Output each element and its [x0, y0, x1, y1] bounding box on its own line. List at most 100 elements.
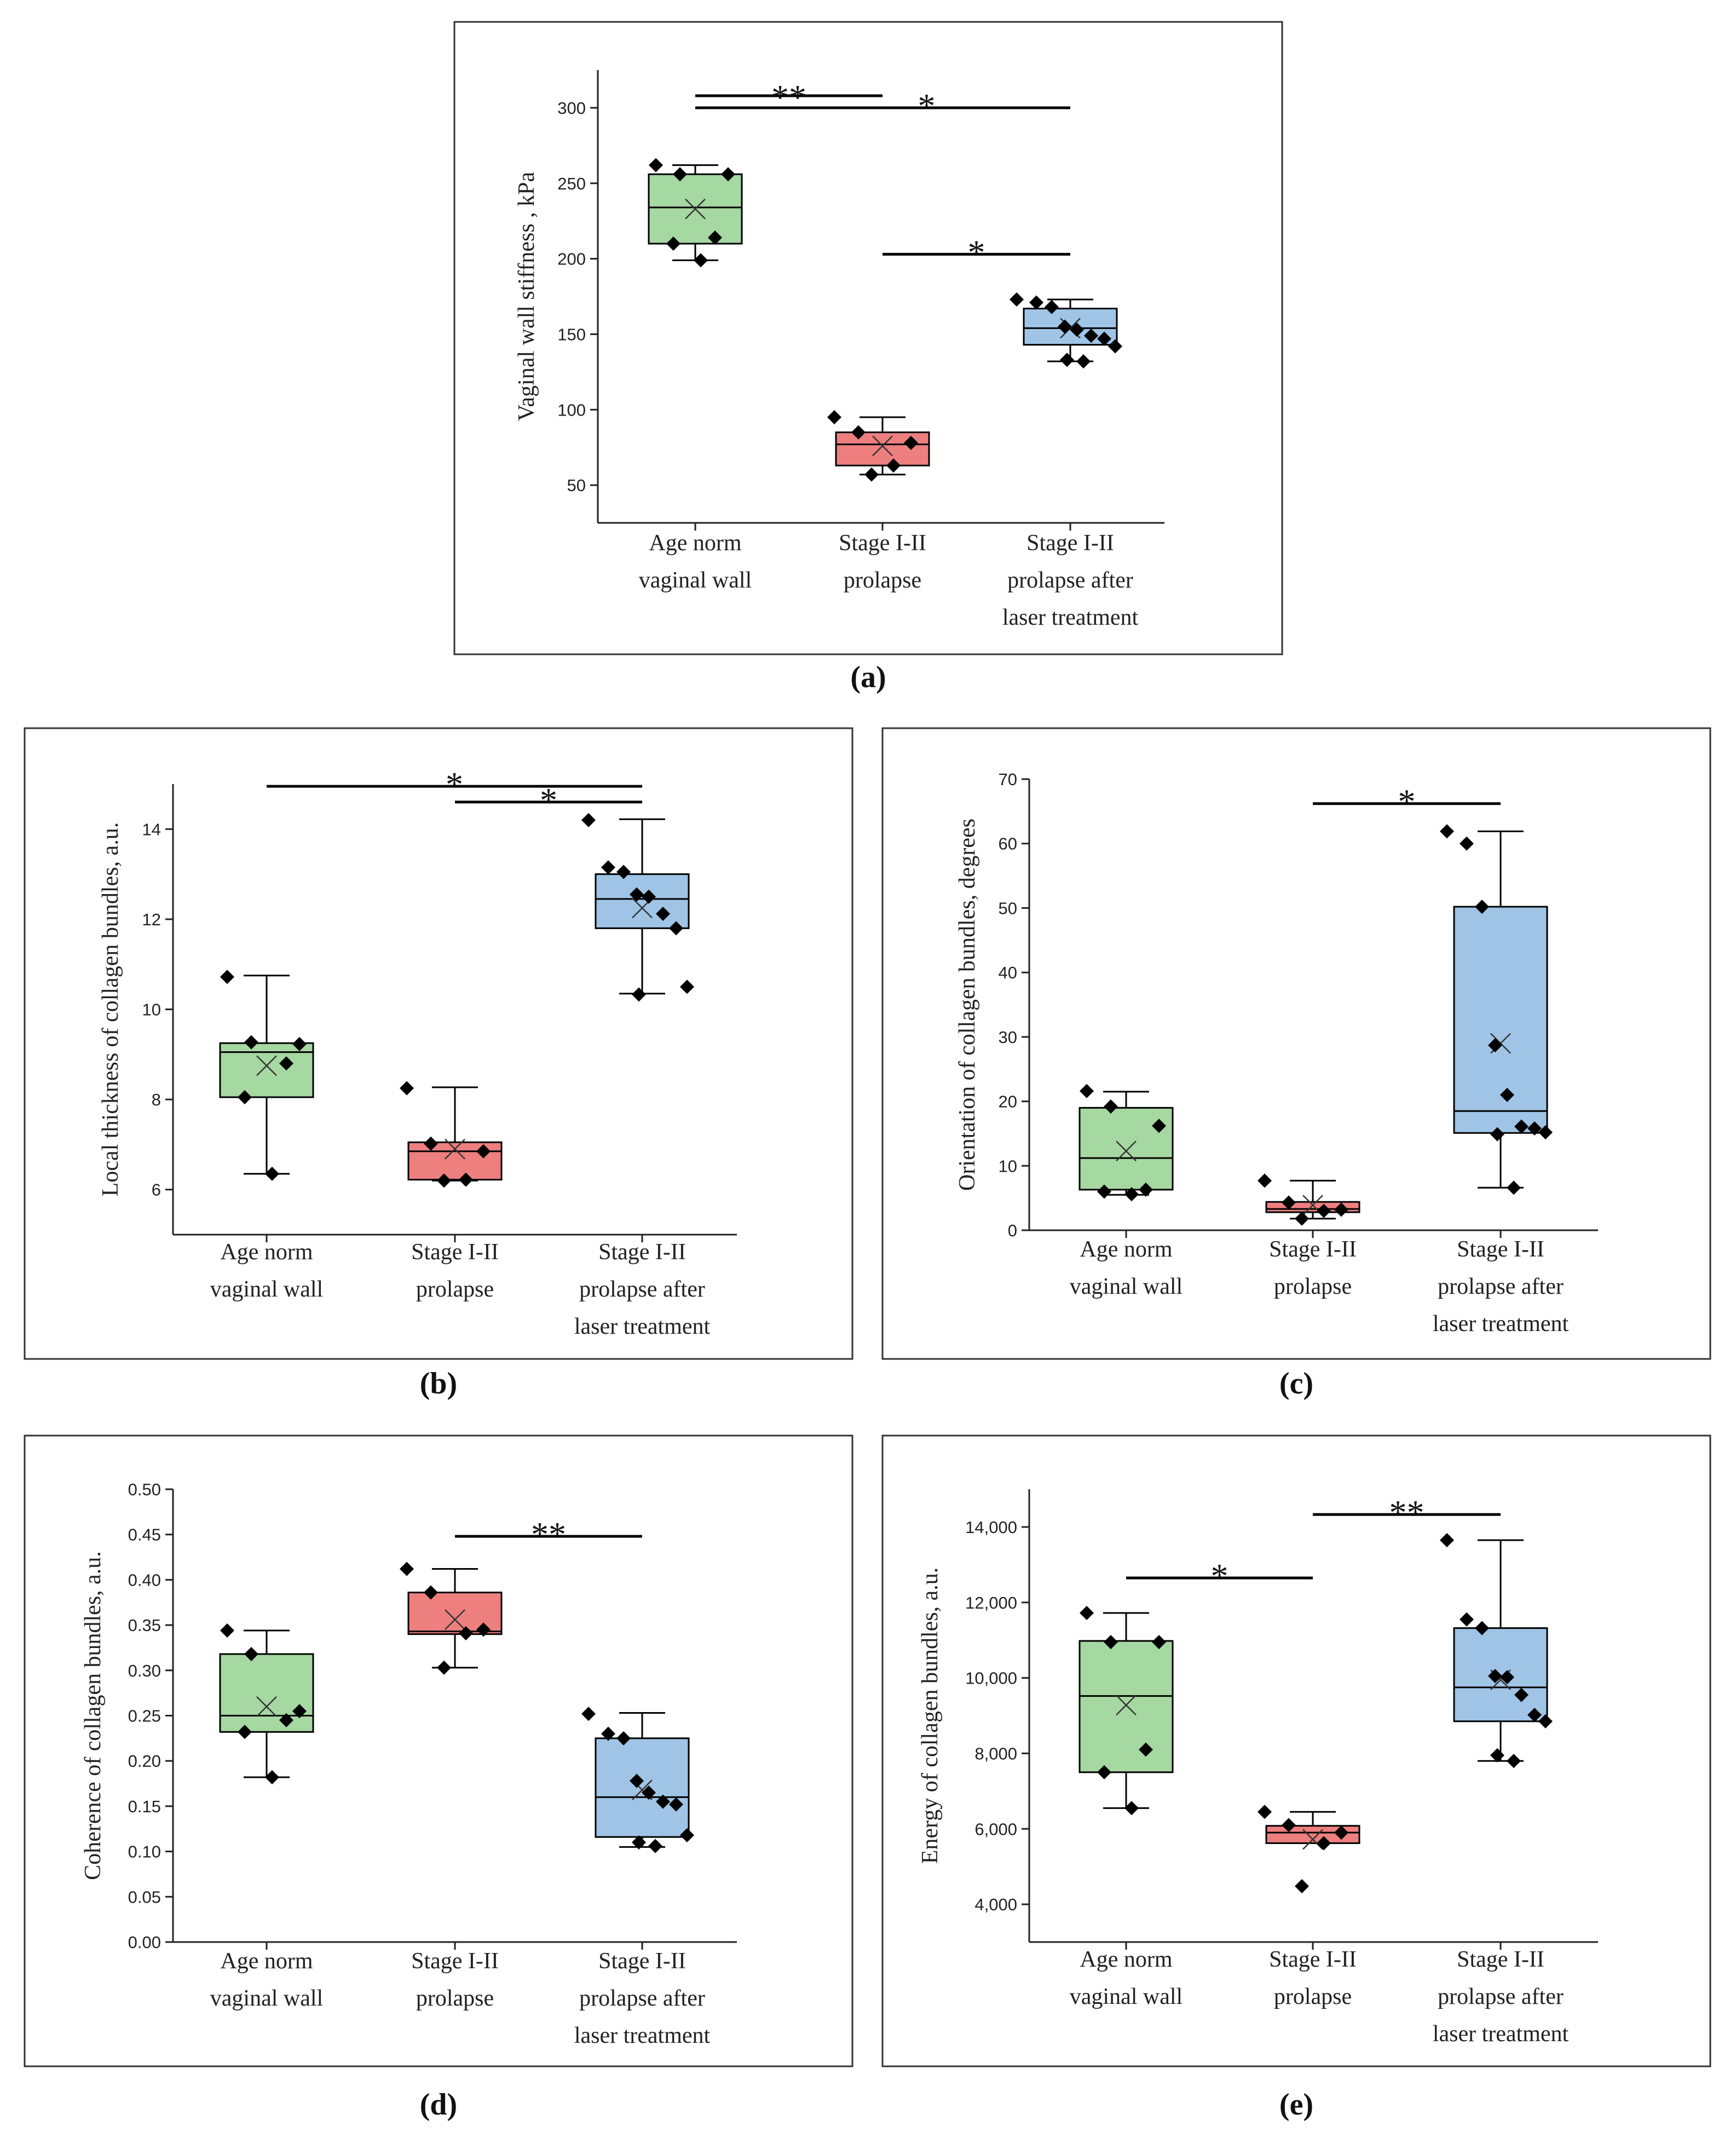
data-point	[632, 987, 646, 1002]
x-tick-label: Age norm	[649, 531, 741, 556]
x-tick-label: Stage I-II	[1026, 531, 1114, 556]
data-point	[851, 425, 866, 440]
data-point	[1108, 339, 1122, 354]
panel-frame	[881, 1434, 1711, 2067]
x-tick-label: Age norm	[220, 1240, 313, 1265]
y-tick-label: 0.20	[128, 1752, 161, 1771]
data-point	[1080, 1606, 1094, 1621]
x-tick-label: prolapse	[416, 1986, 494, 2011]
data-point	[630, 887, 644, 902]
y-tick-label: 0.10	[128, 1842, 161, 1862]
data-point	[459, 1626, 473, 1640]
y-tick-label: 100	[557, 400, 586, 419]
box-iqr	[835, 431, 930, 466]
y-tick-label: 60	[999, 834, 1017, 854]
data-point	[1460, 836, 1474, 851]
y-tick-label: 0	[1008, 1221, 1017, 1240]
mean-marker	[256, 1055, 277, 1076]
data-point	[238, 1725, 252, 1739]
data-point	[1490, 1748, 1504, 1762]
data-point	[1258, 1805, 1272, 1819]
x-tick-label: prolapse after	[1438, 1984, 1564, 2009]
data-point	[642, 1785, 656, 1800]
y-tick-label: 0.05	[128, 1887, 161, 1906]
data-point	[1045, 299, 1059, 314]
y-tick-label: 50	[999, 898, 1017, 918]
data-point	[1507, 1180, 1521, 1195]
x-tick-label: Stage I-II	[598, 1240, 686, 1265]
mean-marker	[1116, 1140, 1137, 1162]
x-tick-label: Age norm	[220, 1949, 313, 1974]
significance-star: **	[1389, 1493, 1424, 1532]
data-point	[632, 1835, 646, 1850]
box-iqr	[219, 1042, 314, 1098]
data-point	[656, 1794, 670, 1809]
data-point	[630, 1773, 644, 1788]
data-point	[1527, 1121, 1542, 1136]
data-point	[244, 1647, 258, 1662]
panel-label: (d)	[420, 2088, 457, 2122]
data-point	[424, 1136, 438, 1151]
x-tick-label: vaginal wall	[1070, 1274, 1183, 1299]
panel-label: (a)	[850, 660, 886, 694]
box-blue	[581, 1707, 694, 1853]
data-point	[1317, 1836, 1331, 1851]
x-tick-label: Stage I-II	[1269, 1947, 1357, 1972]
data-point	[694, 253, 708, 268]
x-tick-label: Age norm	[1080, 1947, 1172, 1972]
panel-frame	[881, 727, 1711, 1360]
data-point	[669, 921, 683, 936]
data-point	[1104, 1099, 1118, 1114]
box-blue	[1010, 292, 1122, 369]
box-red	[1258, 1805, 1360, 1894]
data-point	[292, 1036, 307, 1051]
y-tick-label: 8,000	[974, 1744, 1017, 1763]
data-point	[1282, 1195, 1296, 1210]
x-tick-label: vaginal wall	[1070, 1984, 1183, 2009]
data-point	[1097, 331, 1111, 346]
y-tick-label: 70	[999, 770, 1017, 789]
y-tick-label: 14	[142, 820, 161, 839]
data-point	[669, 1797, 683, 1812]
data-point	[1084, 329, 1098, 343]
data-point	[1258, 1173, 1272, 1188]
mean-marker	[632, 1779, 653, 1801]
data-point	[680, 980, 694, 994]
data-point	[1139, 1742, 1153, 1757]
box-green	[219, 1623, 314, 1784]
data-point	[220, 1623, 234, 1638]
box-green	[648, 158, 743, 268]
data-point	[1500, 1087, 1514, 1102]
data-point	[642, 889, 656, 904]
mean-marker	[1116, 1695, 1137, 1716]
data-point	[437, 1173, 451, 1188]
x-tick-label: Age norm	[1080, 1237, 1172, 1262]
data-point	[459, 1172, 473, 1187]
data-point	[1500, 1670, 1514, 1685]
box-blue	[1440, 1533, 1553, 1768]
data-point	[1080, 1084, 1094, 1098]
panel-frame	[24, 1434, 853, 2067]
data-point	[476, 1622, 491, 1637]
data-point	[292, 1704, 307, 1719]
y-tick-label: 50	[567, 476, 586, 495]
data-point	[1124, 1801, 1139, 1816]
panel-d: 0.00 0.05 0.10 0.15 0.20 0.25 0.30 0.35 0.40 0.45…	[24, 1434, 853, 2122]
x-tick-label: prolapse after	[579, 1277, 705, 1302]
y-tick-label: 14,000	[965, 1518, 1017, 1537]
box-iqr	[407, 1141, 503, 1181]
data-point	[1538, 1125, 1553, 1140]
data-point	[1507, 1754, 1521, 1768]
box-red	[400, 1081, 503, 1188]
y-tick-label: 300	[557, 99, 586, 118]
box-blue	[1440, 824, 1553, 1195]
data-point	[279, 1056, 293, 1071]
y-axis-title: Vaginal wall stiffness , kPa	[514, 171, 539, 421]
y-tick-label: 250	[557, 174, 586, 193]
box-iqr	[595, 1737, 690, 1838]
y-tick-label: 0.40	[128, 1570, 161, 1589]
y-tick-label: 4,000	[974, 1895, 1017, 1914]
data-point	[1097, 1184, 1111, 1199]
data-point	[1152, 1635, 1166, 1650]
